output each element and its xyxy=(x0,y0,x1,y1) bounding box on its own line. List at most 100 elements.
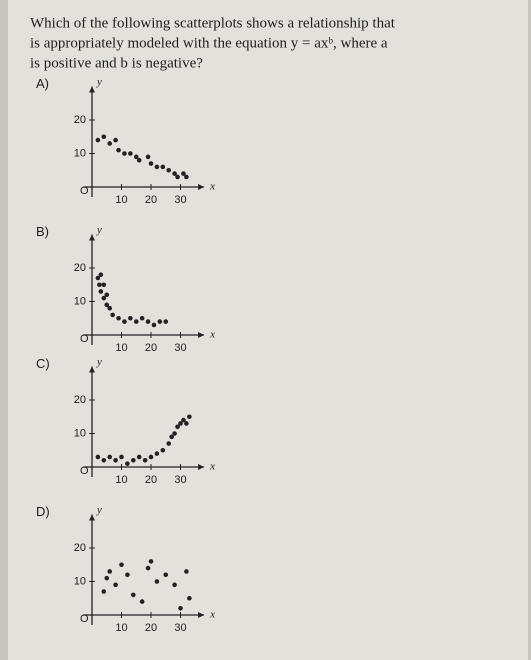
point xyxy=(107,305,112,311)
point xyxy=(95,454,101,460)
x-axis-label: x xyxy=(209,181,215,193)
arrow xyxy=(198,184,205,190)
point xyxy=(157,319,163,324)
point xyxy=(187,595,192,601)
point xyxy=(145,154,151,160)
y-tick-label: 10 xyxy=(74,427,86,439)
point xyxy=(184,569,189,574)
point xyxy=(104,302,110,308)
x-tick-label: 10 xyxy=(115,342,127,354)
point xyxy=(184,421,189,426)
y-tick-label: 20 xyxy=(74,542,86,554)
point xyxy=(148,454,154,460)
question-line: is appropriately modeled with the equati… xyxy=(30,35,388,51)
point xyxy=(163,319,169,324)
point xyxy=(98,272,104,278)
question-line: Which of the following scatterplots show… xyxy=(30,15,396,31)
point xyxy=(187,414,192,420)
y-tick-label: 20 xyxy=(74,114,86,126)
arrow xyxy=(89,86,95,93)
question-line: is positive and b is negative? xyxy=(30,55,203,71)
x-tick-label: 20 xyxy=(145,622,157,634)
point xyxy=(160,164,166,170)
origin-label: O xyxy=(80,465,89,477)
y-tick-label: 10 xyxy=(74,147,86,159)
point xyxy=(172,582,177,588)
point xyxy=(148,559,154,564)
point xyxy=(154,164,160,170)
origin-label: O xyxy=(80,185,89,197)
point xyxy=(125,461,130,466)
point xyxy=(136,157,142,163)
point xyxy=(139,599,145,604)
point xyxy=(104,575,110,581)
point xyxy=(113,582,118,588)
point xyxy=(98,289,104,294)
point xyxy=(119,562,124,568)
arrow xyxy=(89,514,95,521)
point xyxy=(166,167,171,173)
x-tick-label: 10 xyxy=(115,474,127,486)
point xyxy=(116,147,121,153)
panel-label: C) xyxy=(36,356,50,371)
y-tick-label: 10 xyxy=(74,295,86,307)
point xyxy=(116,315,121,321)
arrow xyxy=(89,234,95,241)
arrow xyxy=(198,332,205,338)
point xyxy=(101,295,107,301)
point xyxy=(110,312,115,318)
point xyxy=(104,292,110,298)
point xyxy=(131,592,136,598)
point xyxy=(133,154,139,160)
point xyxy=(95,137,101,143)
point xyxy=(178,606,183,611)
point xyxy=(107,141,112,146)
point xyxy=(101,134,107,140)
point xyxy=(172,171,177,176)
point xyxy=(181,171,186,176)
point xyxy=(166,441,171,446)
point xyxy=(122,151,127,156)
point xyxy=(131,458,136,463)
y-axis-label: y xyxy=(96,224,102,236)
x-tick-label: 10 xyxy=(115,194,127,206)
x-tick-label: 30 xyxy=(174,342,186,354)
point xyxy=(113,137,118,143)
x-tick-label: 20 xyxy=(145,342,157,354)
arrow xyxy=(198,612,205,618)
x-tick-label: 20 xyxy=(145,194,157,206)
panel-label: B) xyxy=(36,224,49,239)
panel-label: D) xyxy=(36,504,50,519)
x-axis-label: x xyxy=(209,329,215,341)
x-tick-label: 30 xyxy=(174,474,186,486)
x-axis-label: x xyxy=(209,461,215,473)
point xyxy=(151,322,157,328)
point xyxy=(101,282,107,288)
origin-label: O xyxy=(80,333,89,345)
point xyxy=(178,421,183,426)
y-tick-label: 20 xyxy=(74,262,86,274)
point xyxy=(113,458,118,463)
panel-label: A) xyxy=(36,76,49,91)
point xyxy=(139,315,145,321)
point xyxy=(101,589,107,594)
point xyxy=(154,579,160,584)
point xyxy=(128,315,133,321)
point xyxy=(175,174,180,180)
point xyxy=(133,319,139,324)
point xyxy=(101,458,107,463)
point xyxy=(163,572,169,578)
arrow xyxy=(89,366,95,373)
y-axis-label: y xyxy=(96,504,102,516)
y-tick-label: 20 xyxy=(74,394,86,406)
point xyxy=(160,447,166,453)
point xyxy=(125,572,130,578)
x-tick-label: 30 xyxy=(174,194,186,206)
x-tick-label: 10 xyxy=(115,622,127,634)
point xyxy=(97,282,102,288)
point xyxy=(145,319,151,324)
point xyxy=(107,454,112,460)
point xyxy=(169,434,174,440)
point xyxy=(175,424,180,430)
